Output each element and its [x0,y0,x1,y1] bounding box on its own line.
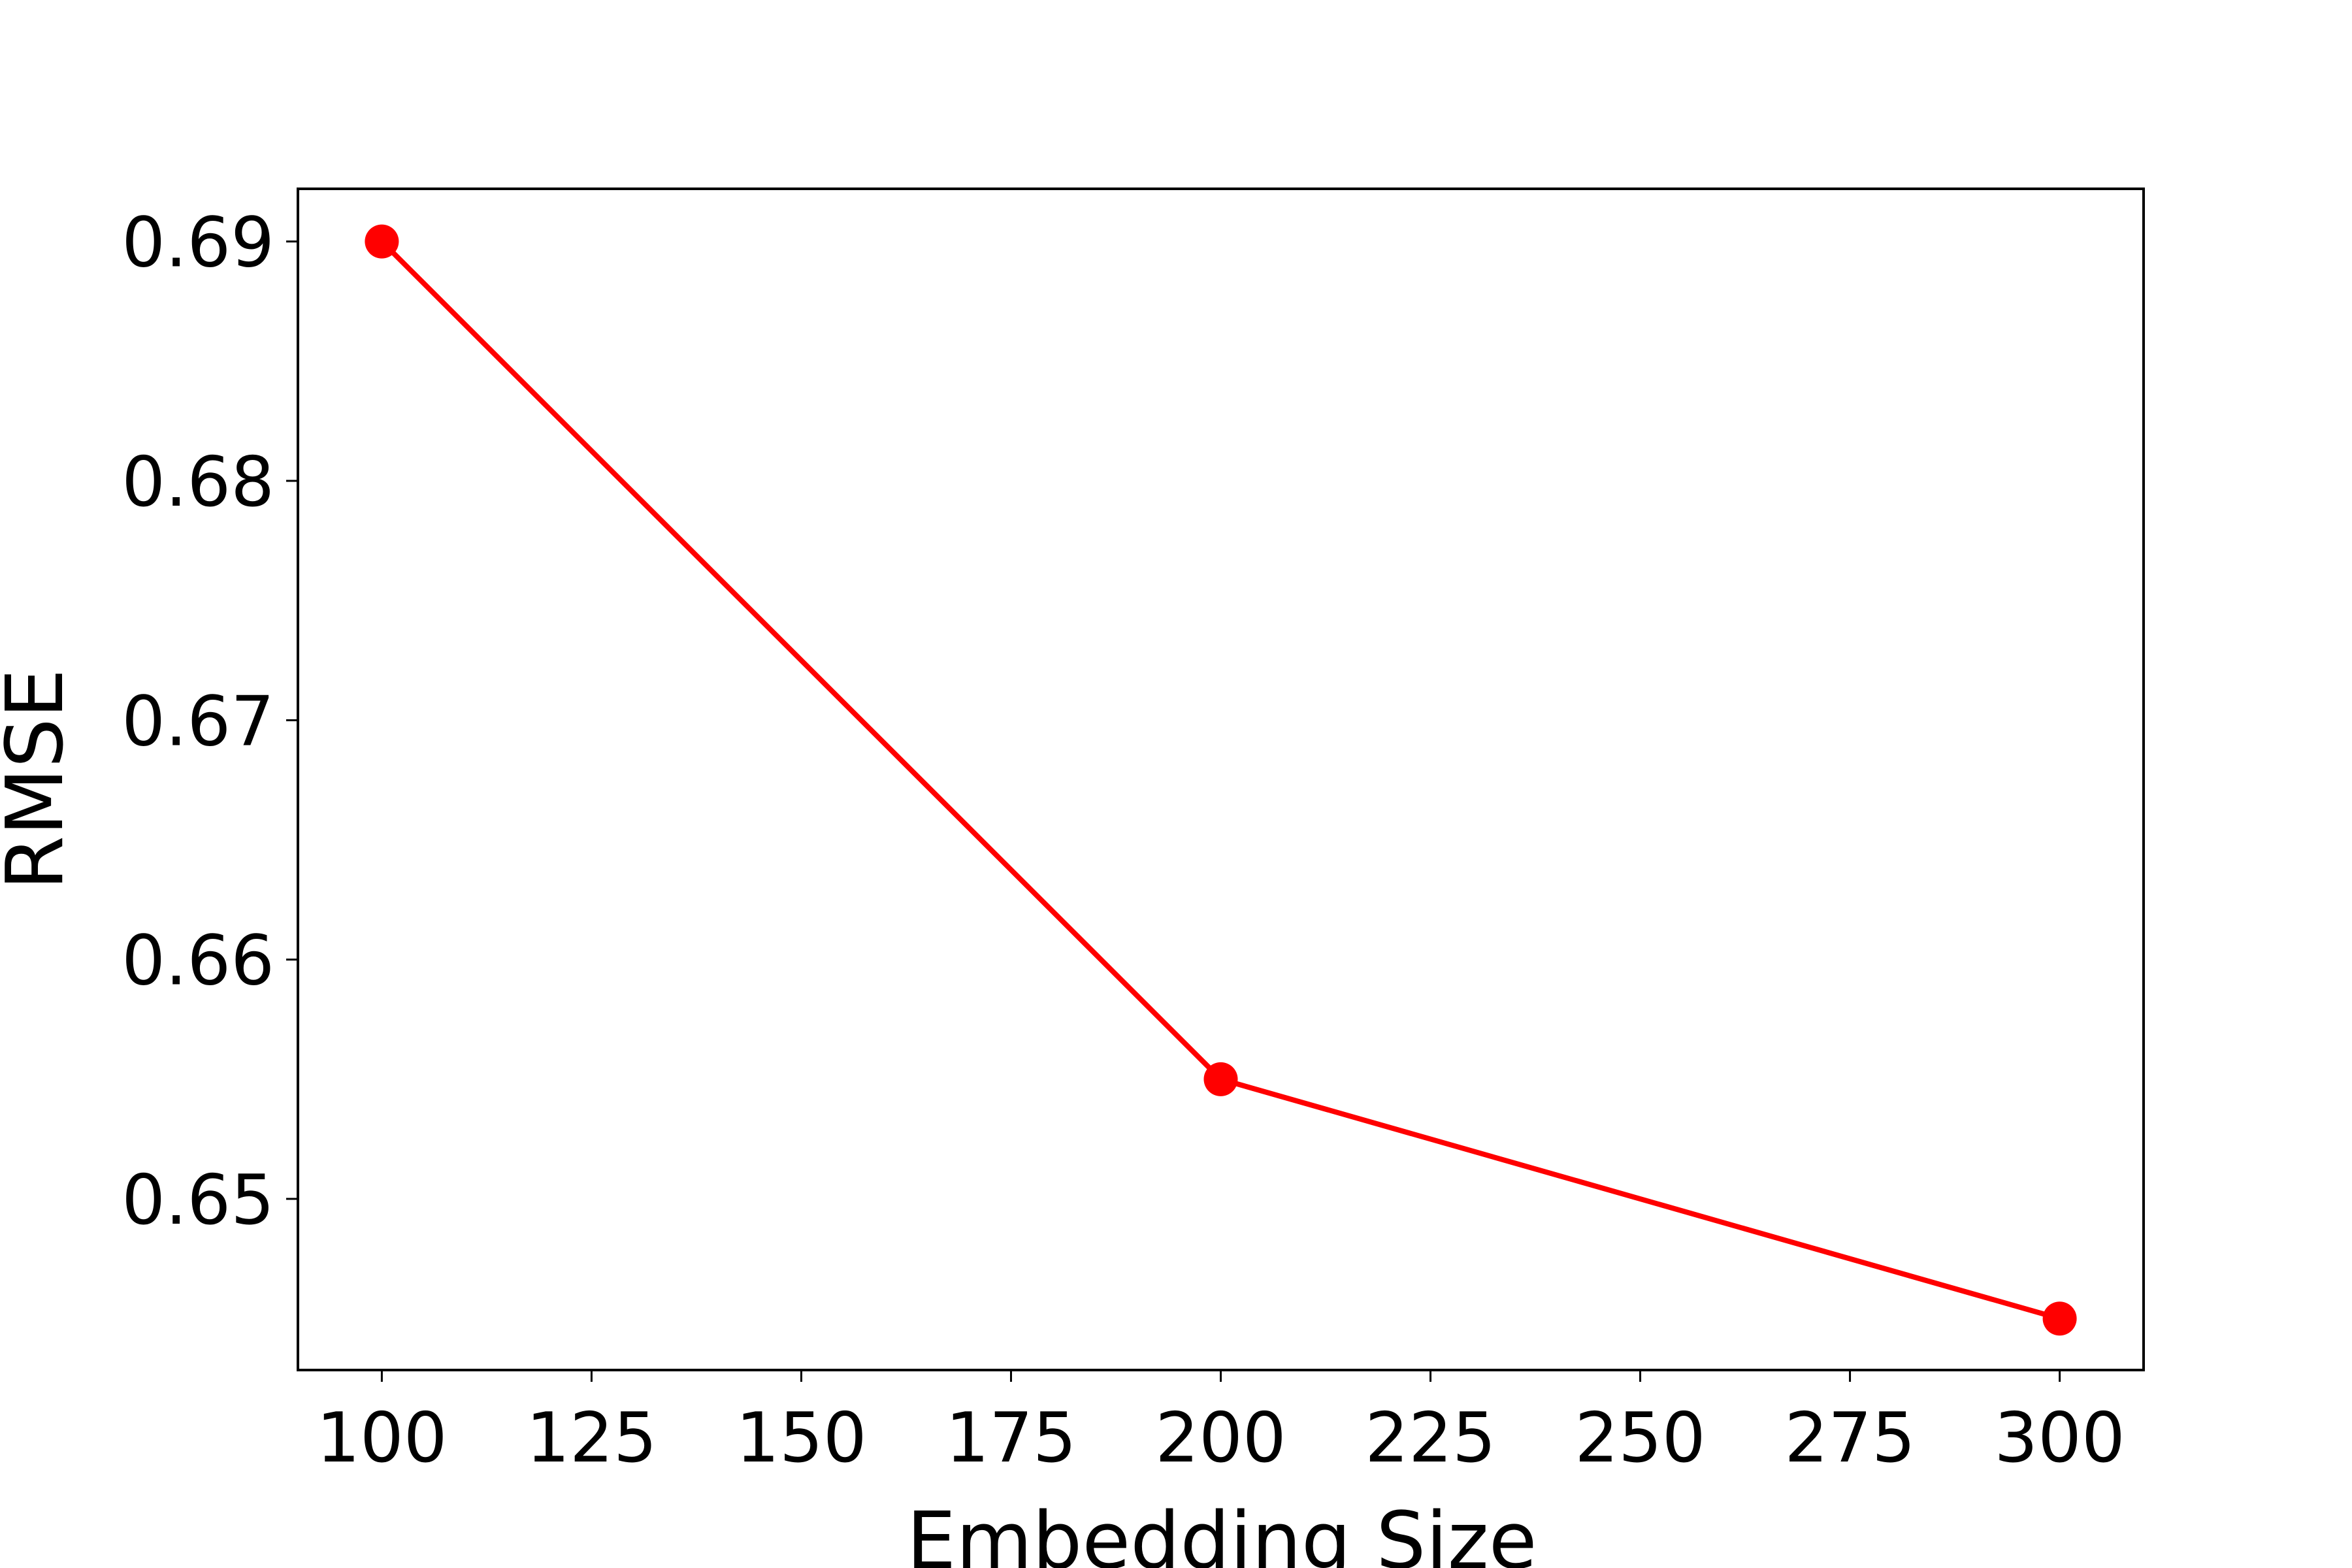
x-tick-label: 100 [316,1398,447,1478]
point [2042,1301,2077,1336]
point [1203,1062,1238,1096]
x-tick-label: 275 [1784,1398,1915,1478]
y-tick-label: 0.65 [122,1160,274,1240]
y-tick-label: 0.66 [122,921,274,1001]
y-tick-label: 0.68 [122,442,274,522]
line [380,239,2061,1322]
x-tick-label: 125 [526,1398,657,1478]
x-tick-label: 175 [945,1398,1076,1478]
x-tick-label: 225 [1365,1398,1495,1478]
x-tick-label: 150 [736,1398,866,1478]
x-axis-label: Embedding Size [906,1496,1537,1568]
x-tick-label: 300 [1994,1398,2125,1478]
x-tick-label: 250 [1575,1398,1705,1478]
x-tick-label: 200 [1155,1398,1286,1478]
point [365,224,399,259]
plot-frame [297,188,2145,1371]
y-tick-label: 0.69 [122,203,274,283]
y-axis-label: RMSE [0,669,81,890]
y-tick-label: 0.67 [122,681,274,761]
